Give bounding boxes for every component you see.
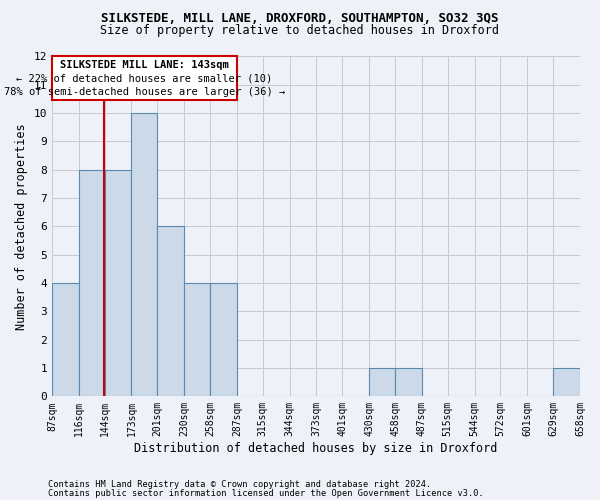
Text: ← 22% of detached houses are smaller (10): ← 22% of detached houses are smaller (10… <box>16 74 272 84</box>
Bar <box>395 368 422 396</box>
Bar <box>104 170 131 396</box>
Y-axis label: Number of detached properties: Number of detached properties <box>15 123 28 330</box>
X-axis label: Distribution of detached houses by size in Droxford: Distribution of detached houses by size … <box>134 442 497 455</box>
Text: Size of property relative to detached houses in Droxford: Size of property relative to detached ho… <box>101 24 499 37</box>
Bar <box>210 283 237 397</box>
Bar <box>157 226 184 396</box>
Bar <box>79 170 104 396</box>
Text: Contains HM Land Registry data © Crown copyright and database right 2024.: Contains HM Land Registry data © Crown c… <box>48 480 431 489</box>
FancyBboxPatch shape <box>52 56 237 100</box>
Text: SILKSTEDE, MILL LANE, DROXFORD, SOUTHAMPTON, SO32 3QS: SILKSTEDE, MILL LANE, DROXFORD, SOUTHAMP… <box>101 12 499 26</box>
Text: 78% of semi-detached houses are larger (36) →: 78% of semi-detached houses are larger (… <box>4 86 285 97</box>
Bar <box>184 283 210 397</box>
Text: Contains public sector information licensed under the Open Government Licence v3: Contains public sector information licen… <box>48 488 484 498</box>
Text: SILKSTEDE MILL LANE: 143sqm: SILKSTEDE MILL LANE: 143sqm <box>60 60 229 70</box>
Bar <box>52 283 79 397</box>
Bar <box>553 368 580 396</box>
Bar <box>369 368 395 396</box>
Bar <box>131 113 157 397</box>
